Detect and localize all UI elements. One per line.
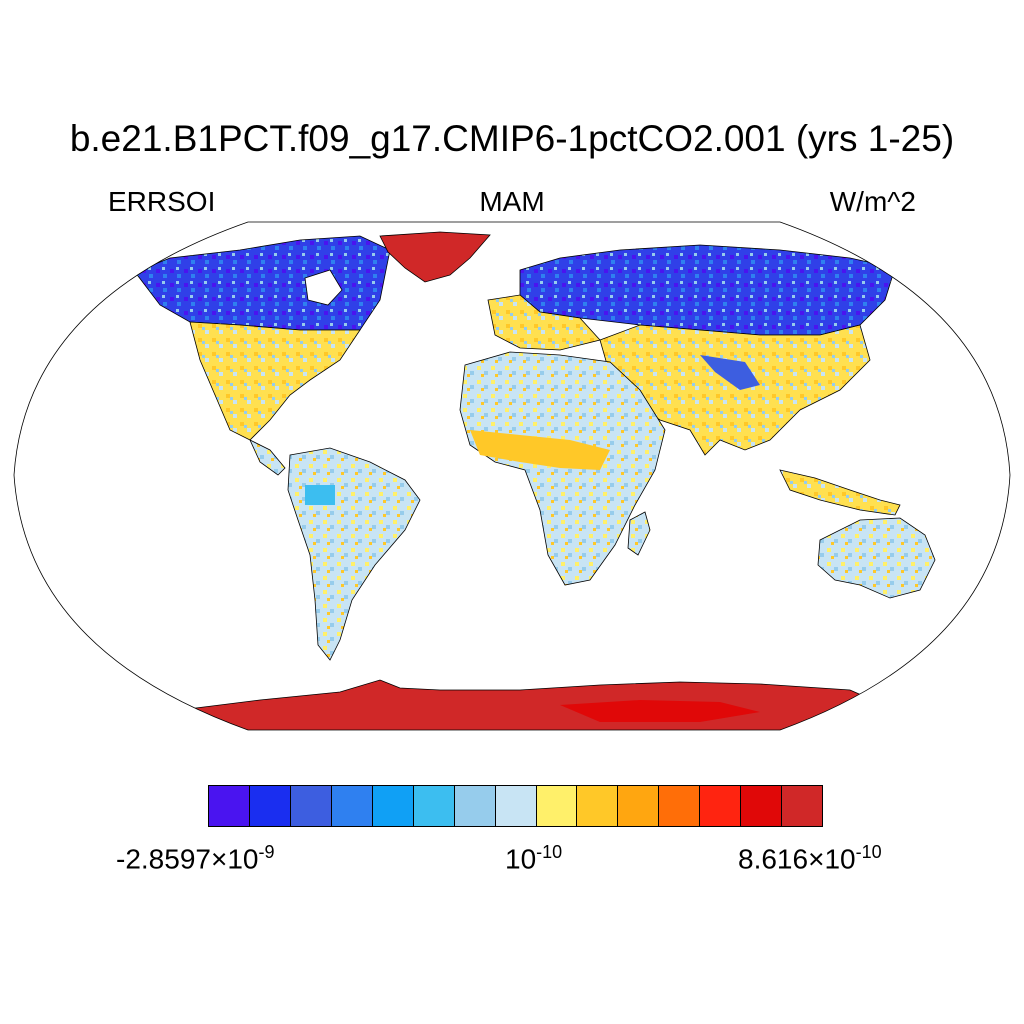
amazon-blue-patch xyxy=(305,485,335,505)
colorbar-cell xyxy=(413,786,455,826)
colorbar-mid-label: 10-10 xyxy=(505,842,563,875)
greenland xyxy=(379,231,491,283)
central-asia-blue-band xyxy=(700,355,760,390)
colorbar-cell xyxy=(782,786,823,826)
colorbar-cell xyxy=(495,786,537,826)
world-map xyxy=(13,221,1011,731)
colorbar-cell xyxy=(741,786,783,826)
colorbar-cell xyxy=(700,786,742,826)
colorbar-cell xyxy=(454,786,496,826)
colorbar-cell xyxy=(618,786,660,826)
antarctica-interior xyxy=(560,700,760,722)
colorbar-min-label: -2.8597×10-9 xyxy=(116,842,275,875)
maritime-continent xyxy=(779,469,901,516)
north-america-mid-latitudes xyxy=(189,321,361,441)
colorbar xyxy=(208,785,823,827)
plot-title: b.e21.B1PCT.f09_g17.CMIP6-1pctCO2.001 (y… xyxy=(69,118,955,159)
colorbar-cell xyxy=(209,786,250,826)
colorbar-cell xyxy=(290,786,332,826)
hudson-bay xyxy=(304,269,343,306)
madagascar xyxy=(627,511,651,556)
africa xyxy=(459,351,666,586)
australia xyxy=(817,517,936,599)
colorbar-cell xyxy=(249,786,291,826)
variable-label: ERRSOI xyxy=(108,186,216,217)
central-america xyxy=(249,439,286,476)
colorbar-cell xyxy=(331,786,373,826)
antarctica xyxy=(179,679,901,730)
units-label: W/m^2 xyxy=(829,186,916,217)
colorbar-cell xyxy=(659,786,701,826)
colorbar-cell xyxy=(577,786,619,826)
colorbar-cell xyxy=(536,786,578,826)
africa-sahel-warm xyxy=(470,430,610,470)
season-label: MAM xyxy=(479,186,545,217)
colorbar-max-label: 8.616×10-10 xyxy=(738,842,882,875)
colorbar-cell xyxy=(372,786,414,826)
map-boundary xyxy=(13,221,1011,731)
